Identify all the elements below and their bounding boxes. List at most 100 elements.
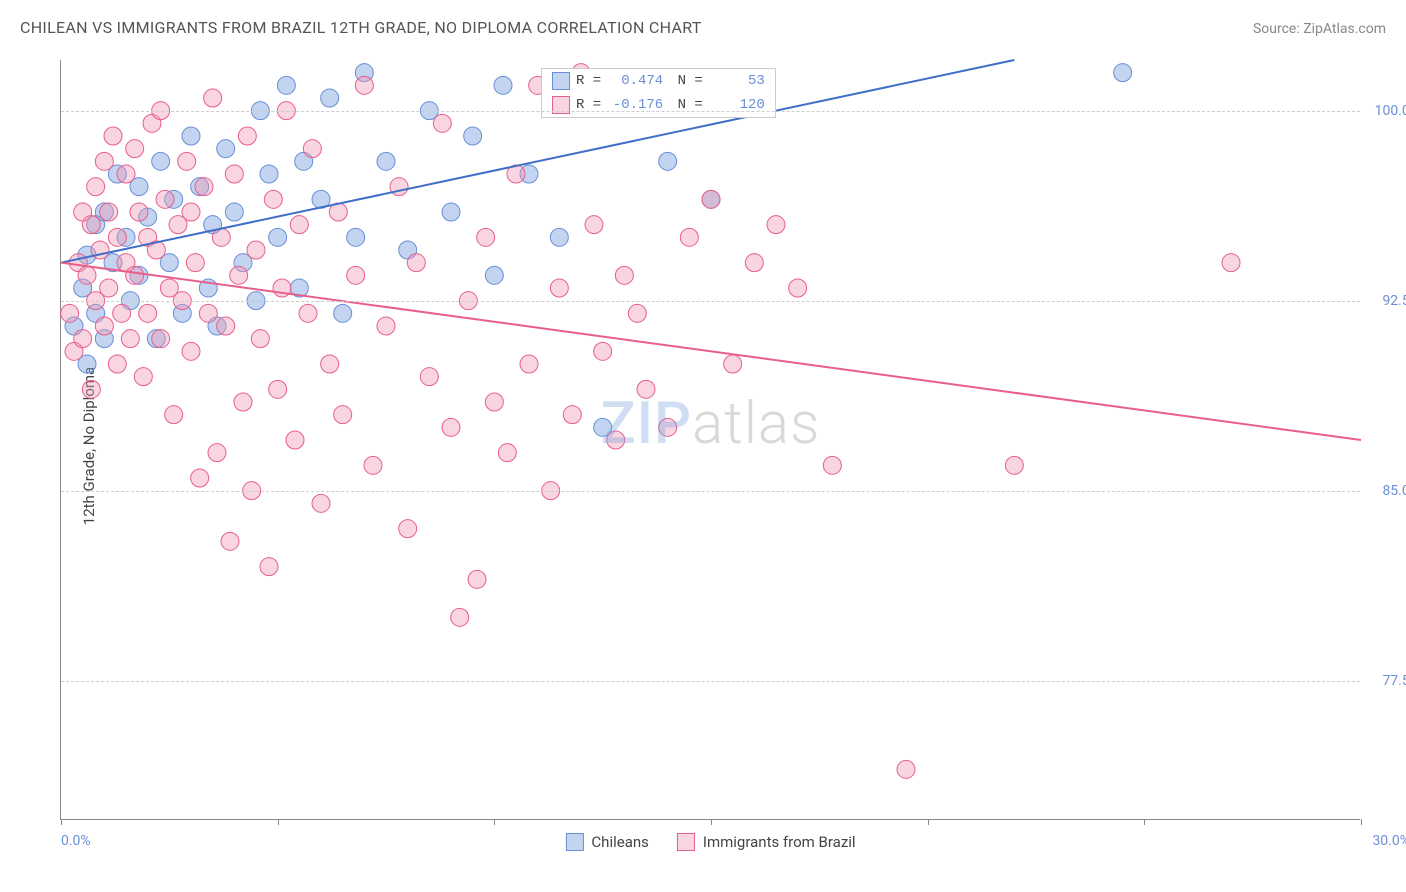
scatter-point xyxy=(208,444,226,462)
xtick xyxy=(494,819,495,825)
scatter-point xyxy=(156,190,174,208)
scatter-point xyxy=(702,190,720,208)
scatter-point xyxy=(87,178,105,196)
gridline-h xyxy=(61,681,1360,682)
scatter-point xyxy=(585,216,603,234)
scatter-point xyxy=(364,456,382,474)
scatter-point xyxy=(477,228,495,246)
scatter-point xyxy=(126,266,144,284)
scatter-point xyxy=(165,406,183,424)
scatter-point xyxy=(247,241,265,259)
n-label: N = xyxy=(669,73,703,89)
scatter-point xyxy=(451,608,469,626)
legend-label-brazil: Immigrants from Brazil xyxy=(703,833,856,851)
scatter-point xyxy=(594,342,612,360)
scatter-point xyxy=(1114,64,1132,82)
scatter-point xyxy=(152,330,170,348)
scatter-point xyxy=(334,406,352,424)
chart-header: CHILEAN VS IMMIGRANTS FROM BRAZIL 12TH G… xyxy=(20,18,1386,37)
scatter-point xyxy=(199,304,217,322)
scatter-point xyxy=(680,228,698,246)
scatter-point xyxy=(277,76,295,94)
scatter-point xyxy=(659,418,677,436)
scatter-point xyxy=(191,469,209,487)
scatter-point xyxy=(377,152,395,170)
stats-row-chileans: R = 0.474 N = 53 xyxy=(542,69,775,93)
gridline-h xyxy=(61,301,1360,302)
xtick xyxy=(928,819,929,825)
xtick xyxy=(1361,819,1362,825)
scatter-point xyxy=(251,330,269,348)
scatter-point xyxy=(628,304,646,322)
scatter-point xyxy=(100,203,118,221)
scatter-point xyxy=(286,431,304,449)
scatter-point xyxy=(550,228,568,246)
scatter-point xyxy=(121,330,139,348)
scatter-point xyxy=(113,304,131,322)
chart-source: Source: ZipAtlas.com xyxy=(1253,21,1386,37)
plot-area: ZIPatlas R = 0.474 N = 53 R = -0.176 N =… xyxy=(60,60,1360,820)
xtick xyxy=(1144,819,1145,825)
r-label: R = xyxy=(576,73,601,89)
scatter-point xyxy=(225,203,243,221)
ytick-label: 92.5% xyxy=(1382,293,1406,309)
scatter-point xyxy=(355,76,373,94)
scatter-point xyxy=(221,532,239,550)
scatter-point xyxy=(108,228,126,246)
xtick-label-min: 0.0% xyxy=(61,833,91,849)
legend-label-chileans: Chileans xyxy=(591,833,648,851)
scatter-point xyxy=(724,355,742,373)
scatter-point xyxy=(1222,254,1240,272)
ytick-label: 100.0% xyxy=(1375,103,1406,119)
scatter-point xyxy=(95,152,113,170)
bottom-legend: Chileans Immigrants from Brazil xyxy=(565,833,855,851)
scatter-point xyxy=(485,266,503,284)
scatter-point xyxy=(767,216,785,234)
scatter-point xyxy=(615,266,633,284)
scatter-point xyxy=(234,393,252,411)
scatter-point xyxy=(407,254,425,272)
scatter-point xyxy=(117,165,135,183)
scatter-point xyxy=(212,228,230,246)
scatter-point xyxy=(260,165,278,183)
swatch-chileans xyxy=(552,72,570,90)
scatter-point xyxy=(420,368,438,386)
scatter-point xyxy=(182,342,200,360)
xtick xyxy=(711,819,712,825)
scatter-point xyxy=(494,76,512,94)
scatter-point xyxy=(290,216,308,234)
r-value-chileans: 0.474 xyxy=(607,73,663,89)
xtick xyxy=(278,819,279,825)
scatter-point xyxy=(520,355,538,373)
scatter-point xyxy=(217,317,235,335)
scatter-point xyxy=(61,304,79,322)
chart-title: CHILEAN VS IMMIGRANTS FROM BRAZIL 12TH G… xyxy=(20,18,702,37)
scatter-point xyxy=(82,380,100,398)
scatter-point xyxy=(789,279,807,297)
legend-swatch-chileans xyxy=(565,833,583,851)
scatter-point xyxy=(347,266,365,284)
scatter-point xyxy=(269,228,287,246)
scatter-point xyxy=(134,368,152,386)
legend-item-brazil: Immigrants from Brazil xyxy=(677,833,856,851)
chart-svg xyxy=(61,60,1360,819)
scatter-point xyxy=(182,127,200,145)
scatter-point xyxy=(126,140,144,158)
scatter-point xyxy=(195,178,213,196)
scatter-point xyxy=(1005,456,1023,474)
legend-swatch-brazil xyxy=(677,833,695,851)
scatter-point xyxy=(264,190,282,208)
xtick xyxy=(61,819,62,825)
scatter-point xyxy=(100,279,118,297)
scatter-point xyxy=(130,203,148,221)
scatter-point xyxy=(464,127,482,145)
scatter-point xyxy=(550,279,568,297)
scatter-point xyxy=(823,456,841,474)
scatter-point xyxy=(312,494,330,512)
xtick-label-max: 30.0% xyxy=(1372,833,1406,849)
scatter-point xyxy=(485,393,503,411)
scatter-point xyxy=(182,203,200,221)
gridline-h xyxy=(61,111,1360,112)
scatter-point xyxy=(204,89,222,107)
scatter-point xyxy=(230,266,248,284)
